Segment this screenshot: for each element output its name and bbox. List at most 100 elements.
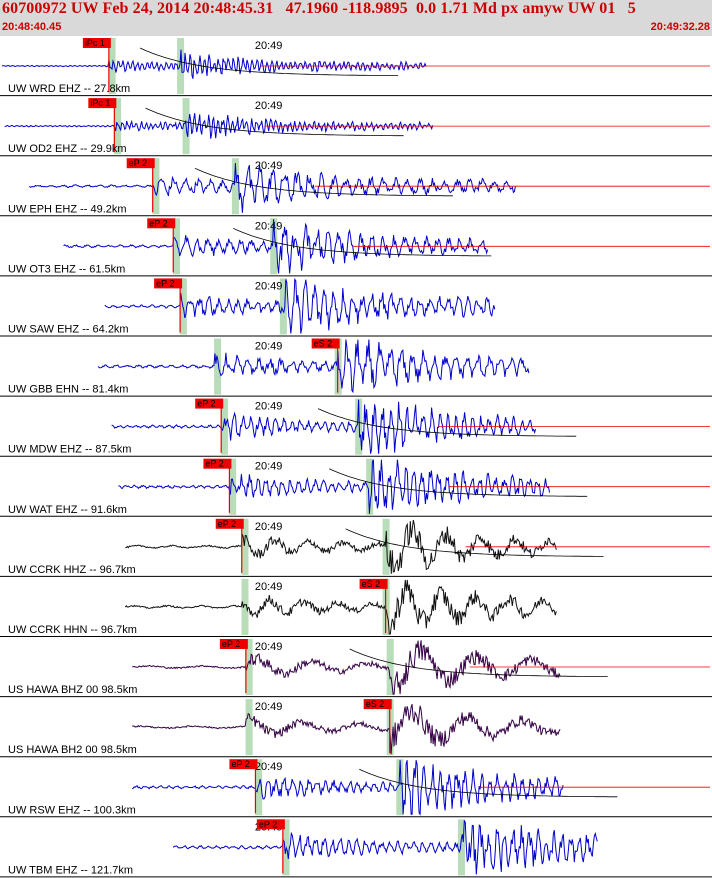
pick-label: eP 2 <box>197 399 215 409</box>
p-window-bar <box>229 458 237 515</box>
minute-tick-label: 20:49 <box>255 401 283 413</box>
coda-curve <box>345 528 604 557</box>
minute-tick-label: 20:49 <box>255 220 283 232</box>
pick-flag[interactable] <box>154 278 183 289</box>
pick-label: eP 2 <box>259 819 277 829</box>
s-window-bar <box>177 38 185 95</box>
pick-flag[interactable] <box>88 98 117 109</box>
s-window-bar <box>231 158 239 215</box>
pick-flag[interactable] <box>126 158 155 169</box>
pick-label: eP 2 <box>149 218 167 228</box>
pick-flag[interactable] <box>363 699 392 710</box>
minute-tick-label: 20:49 <box>255 761 283 773</box>
waveform-trace <box>29 162 516 213</box>
pick-flag[interactable] <box>256 819 285 830</box>
s-window-bar <box>382 518 390 575</box>
waveform-trace <box>125 519 557 574</box>
minute-tick-label: 20:49 <box>255 160 283 172</box>
pick-label: eP 2 <box>129 158 147 168</box>
s-window-bar <box>279 278 287 335</box>
coda-curve <box>359 768 618 798</box>
station-label: UW CCRK HHN -- 96.7km <box>8 624 137 636</box>
waveform-trace <box>172 820 598 875</box>
minute-tick-label: 20:49 <box>255 40 283 52</box>
minute-tick-label: 20:49 <box>255 521 283 533</box>
waveform-trace <box>104 278 496 334</box>
coda-curve <box>329 468 588 497</box>
waveform-trace <box>132 760 564 816</box>
pick-label: eP 2 <box>231 759 249 769</box>
p-window-bar <box>214 338 222 395</box>
end-time: 20:49:32.28 <box>650 21 710 33</box>
pick-label: eP 2 <box>218 519 236 529</box>
pick-label: eS 2 <box>366 699 385 709</box>
p-window-bar <box>114 98 122 155</box>
trace-panel: 20:49 eP 2 US HAWA BHZ 00 98.5km <box>0 639 712 698</box>
event-header: 60700972 UW Feb 24, 2014 20:48:45.31 47.… <box>0 0 712 36</box>
p-window-bar <box>241 578 249 635</box>
minute-tick-label: 20:49 <box>255 581 283 593</box>
pick-label: eS 2 <box>314 339 333 349</box>
trace-panel: 20:49 eP 2 UW RSW EHZ -- 100.3km <box>0 759 712 818</box>
p-window-bar <box>220 398 228 455</box>
minute-tick-label: 20:49 <box>255 461 283 473</box>
s-window-bar <box>355 398 363 455</box>
p-window-bar <box>245 699 253 756</box>
minute-tick-label: 20:49 <box>255 701 283 713</box>
p-window-bar <box>245 639 253 696</box>
pick-flag[interactable] <box>359 578 388 589</box>
pick-flag[interactable] <box>203 458 232 469</box>
trace-panel: 20:49 eS 2 UW CCRK HHN -- 96.7km <box>0 578 712 637</box>
pick-flag[interactable] <box>311 338 340 349</box>
station-label: UW TBM EHZ -- 121.7km <box>8 864 133 876</box>
minute-tick-label: 20:49 <box>255 341 283 353</box>
station-label: UW WAT EHZ -- 91.6km <box>8 504 127 516</box>
station-label: US HAWA BHZ 00 98.5km <box>8 684 137 696</box>
coda-curve <box>233 227 492 257</box>
waveform-trace <box>97 339 530 394</box>
station-label: UW GBB EHN -- 81.4km <box>8 384 128 396</box>
pick-flag[interactable] <box>219 639 248 649</box>
waveform-trace <box>1 49 427 79</box>
p-window-bar <box>172 218 180 275</box>
waveform-trace <box>4 113 434 139</box>
station-label: UW MDW EHZ -- 87.5km <box>8 444 131 456</box>
trace-panel: 20:49 eP 2 UW EPH EHZ -- 49.2km <box>0 158 712 217</box>
s-window-bar <box>366 458 374 515</box>
p-window-bar <box>255 759 263 816</box>
s-window-bar <box>270 218 278 275</box>
coda-curve <box>145 107 404 137</box>
pick-label: eP 2 <box>222 639 240 649</box>
trace-panel: 20:49 eS 2 UW GBB EHN -- 81.4km <box>0 338 712 397</box>
pick-flag[interactable] <box>147 218 176 229</box>
trace-panel: 20:49 eP 2 UW MDW EHZ -- 87.5km <box>0 398 712 457</box>
waveform-trace <box>111 399 537 454</box>
pick-label: eS 2 <box>362 579 381 589</box>
trace-panel: 20:49 iPc 1 UW WRD EHZ -- 27.8km <box>0 38 712 97</box>
s-window-bar <box>386 639 394 696</box>
trace-panel: 20:49 eP 2 UW OT3 EHZ -- 61.5km <box>0 218 712 277</box>
trace-panel: 20:49 iPc 1 UW OD2 EHZ -- 29.9km <box>0 98 712 157</box>
station-label: UW EPH EHZ -- 49.2km <box>8 203 127 215</box>
s-window-bar <box>457 819 465 876</box>
trace-panel: 20:49 eP 2 UW WAT EHZ -- 91.6km <box>0 458 712 517</box>
event-title: 60700972 UW Feb 24, 2014 20:48:45.31 47.… <box>2 0 636 17</box>
pick-flag[interactable] <box>195 398 224 409</box>
coda-curve <box>139 47 399 76</box>
waveform-trace <box>132 640 561 695</box>
waveform-trace <box>132 703 561 755</box>
pick-flag[interactable] <box>229 759 258 770</box>
p-window-bar <box>152 158 160 215</box>
pick-flag[interactable] <box>82 38 111 48</box>
pick-label: eP 2 <box>205 459 223 469</box>
pick-flag[interactable] <box>215 518 244 529</box>
station-label: UW CCRK HHZ -- 96.7km <box>8 564 136 576</box>
minute-tick-label: 20:49 <box>255 641 283 653</box>
station-label: UW OT3 EHZ -- 61.5km <box>8 263 125 275</box>
waveform-trace <box>63 219 489 274</box>
trace-panel: 20:49 eP 2 UW CCRK HHZ -- 96.7km <box>0 518 712 577</box>
start-time: 20:48:40.45 <box>2 21 62 33</box>
p-window-bar <box>241 518 249 575</box>
minute-tick-label: 20:49 <box>255 100 283 112</box>
